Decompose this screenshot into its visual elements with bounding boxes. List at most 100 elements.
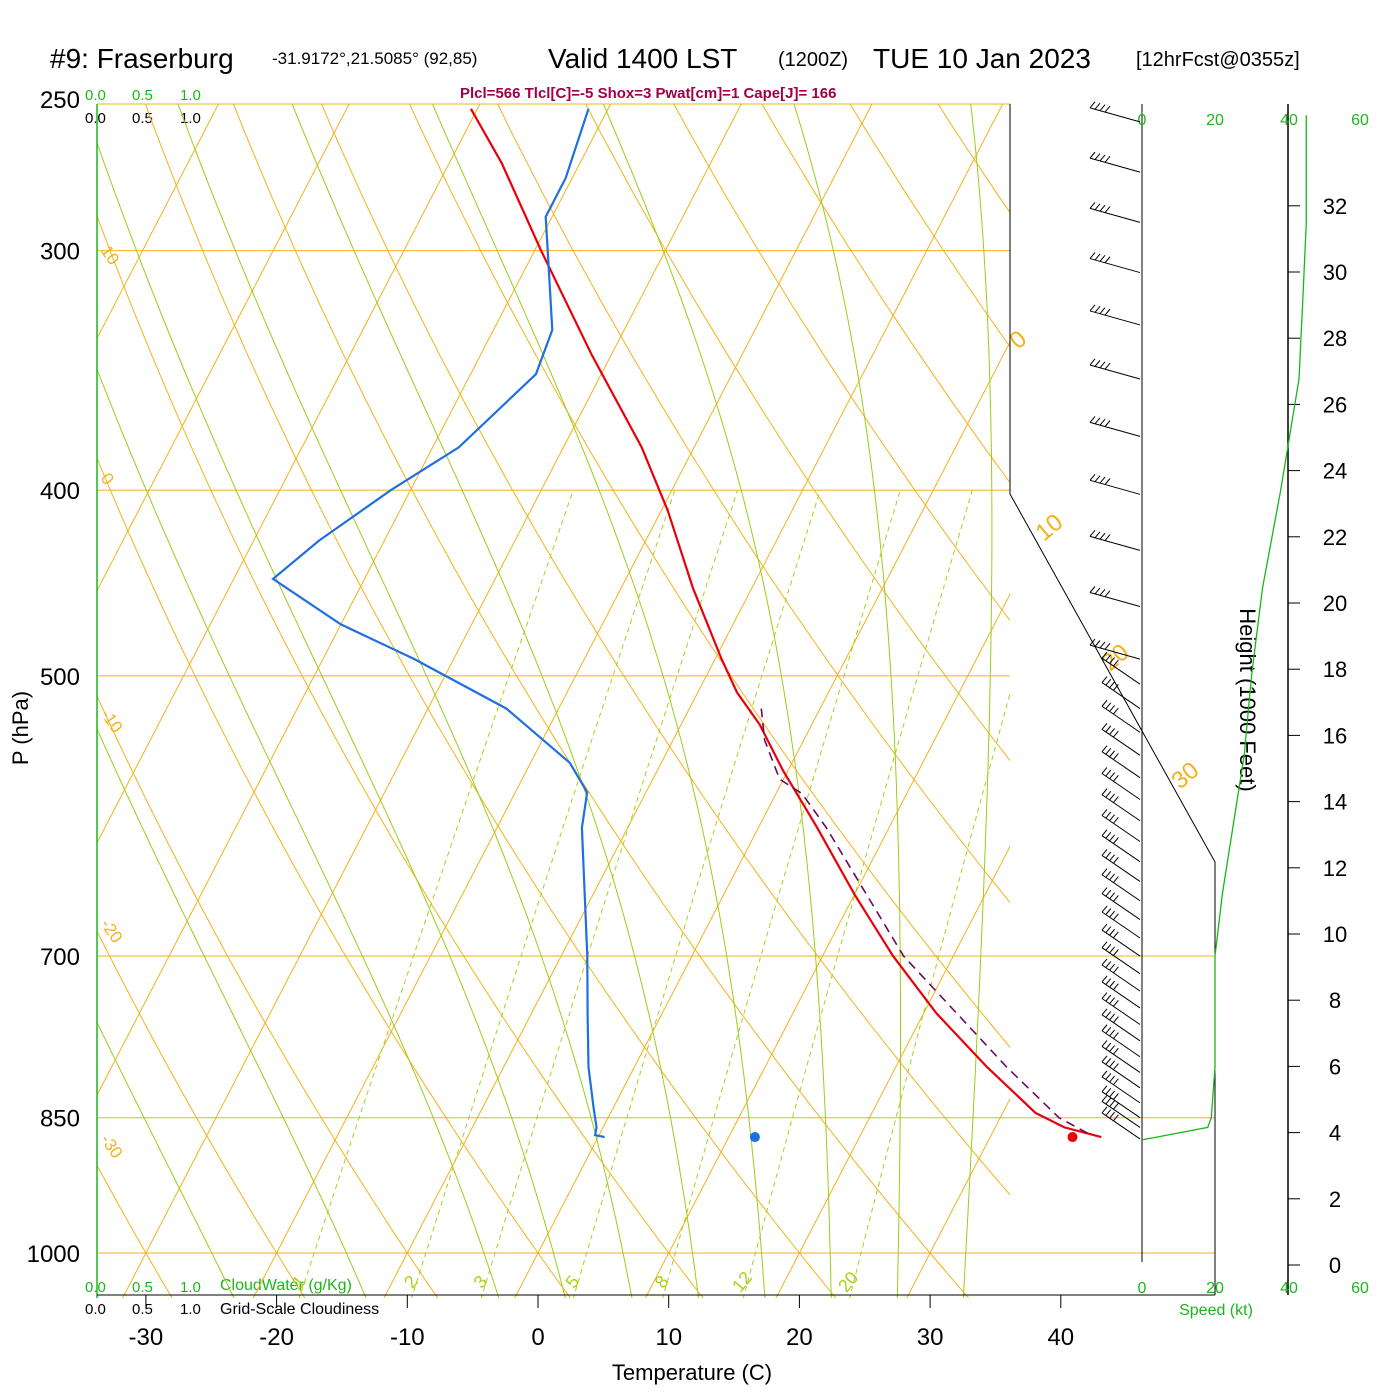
dry-adiabat-60	[497, 104, 1010, 904]
wind-barb-staff	[1101, 773, 1141, 800]
wind-barb-feather	[1113, 895, 1119, 902]
surface-dewpoint-point	[749, 1132, 760, 1143]
cloudwater-label: CloudWater (g/Kg)	[220, 1277, 352, 1294]
wind-barb-feather	[1109, 997, 1115, 1005]
height-label-24: 24	[1323, 459, 1347, 484]
wind-barb-feather	[1105, 791, 1112, 798]
height-label-18: 18	[1323, 657, 1347, 682]
wind-barb-feather	[1105, 994, 1112, 1002]
wind-barb-19	[1101, 788, 1141, 822]
wind-barb-feather	[1089, 416, 1096, 423]
wind-barb-4	[1101, 1055, 1141, 1089]
wind-barb-feather	[1109, 834, 1115, 842]
wind-barb-feather	[1105, 831, 1112, 839]
wind-barb-24	[1101, 676, 1141, 709]
wind-barb-staff	[1101, 794, 1141, 822]
wind-barb-feather	[1109, 963, 1115, 971]
wind-barb-staff	[1089, 310, 1141, 326]
mixing-ratio-label-5: 5	[562, 1272, 584, 1293]
wind-barb-feather	[1094, 253, 1101, 261]
forecast-info: [12hrFcst@0355z]	[1136, 49, 1300, 71]
wind-barb-feather	[1105, 851, 1112, 859]
wind-barb-feather	[1101, 745, 1108, 752]
wind-barb-feather	[1109, 1090, 1115, 1098]
wind-barb-staff	[1089, 479, 1141, 495]
wind-barb-feather	[1089, 473, 1096, 481]
wind-barb-feather	[1105, 961, 1112, 968]
parcel-line	[760, 708, 1088, 1134]
wind-barb-23	[1101, 699, 1141, 733]
wind-barb-21	[1101, 745, 1141, 779]
isotherm-label-left-3: -20	[97, 915, 127, 946]
wind-barb-feather	[1113, 999, 1119, 1007]
wind-barb-feather	[1109, 772, 1115, 780]
wind-barb-staff	[1101, 874, 1141, 902]
isotherm--50	[97, 104, 481, 844]
isotherm--30	[122, 104, 742, 1298]
wind-barb-feather	[1105, 926, 1112, 933]
wind-barb-feather	[1089, 638, 1096, 646]
zulu-time: (1200Z)	[778, 49, 848, 71]
wind-barb-feather	[1109, 1111, 1115, 1119]
wind-barb-feather	[1101, 1040, 1108, 1047]
wind-barb-feather	[1113, 730, 1119, 738]
wind-barb-feather	[1109, 1013, 1115, 1021]
wind-barb-feather	[1101, 1055, 1108, 1063]
wind-barb-feather	[1113, 876, 1119, 883]
temp-label-10: 10	[655, 1324, 682, 1351]
moist-adiabat-30	[793, 104, 901, 1298]
cloudiness-tick-2-bottom: 1.0	[180, 1301, 201, 1318]
wind-barb-feather	[1099, 104, 1106, 111]
cloudwater-tick-2-bottom: 1.0	[180, 1279, 201, 1296]
speed-tick-60-bottom: 60	[1351, 1280, 1369, 1297]
wind-barb-feather	[1099, 255, 1106, 262]
temp-label--20: -20	[259, 1324, 294, 1351]
wind-barb-staff	[1089, 107, 1141, 123]
wind-barb-staff	[1101, 682, 1141, 709]
wind-barb-feather	[1089, 252, 1096, 259]
dry-adiabat-140	[1174, 65, 1400, 1317]
speed-tick-40-bottom: 40	[1280, 1280, 1298, 1297]
mixing-ratio-label-8: 8	[651, 1272, 673, 1293]
wind-barb-feather	[1104, 590, 1111, 598]
wind-speed-line	[1141, 115, 1307, 1141]
wind-barb-feather	[1101, 905, 1108, 913]
wind-speed-profile	[1141, 115, 1307, 1141]
dry-adiabat-80	[673, 104, 1010, 622]
speed-tick-40-top: 40	[1280, 112, 1298, 129]
wind-barb-feather	[1104, 105, 1111, 113]
moist-adiabat--20	[97, 1021, 235, 1298]
wind-barb-feather	[1101, 1095, 1108, 1102]
wind-barb-staff	[1089, 207, 1141, 223]
wind-barb-feather	[1105, 1058, 1112, 1065]
pressure-tick-labels: 250 300 400 500 700 850 1000	[27, 87, 80, 1268]
wind-barb-10	[1101, 958, 1141, 992]
wind-barb-feather	[1104, 534, 1111, 541]
wind-barb-feather	[1113, 1102, 1119, 1110]
wind-barb-staff	[1089, 421, 1141, 437]
wind-barb-feather	[1101, 849, 1108, 856]
wind-barb-feather	[1101, 1085, 1108, 1093]
wind-barb-feather	[1113, 816, 1119, 824]
wind-barb-feather	[1089, 586, 1096, 593]
wind-barb-7	[1101, 1008, 1141, 1042]
mixing-ratio-20	[849, 691, 1010, 1298]
wind-barb-feather	[1113, 707, 1119, 715]
wind-barb-feather	[1099, 588, 1106, 596]
wind-barb-feather	[1113, 949, 1119, 956]
pressure-label-500: 500	[40, 664, 80, 691]
right-boundary	[1009, 104, 1216, 1295]
wind-barb-feather	[1113, 983, 1119, 991]
dry-adiabat--10	[97, 694, 439, 1298]
wind-barb-feather	[1104, 478, 1111, 485]
wind-barb-feather	[1101, 1024, 1108, 1032]
wind-barb-staff	[1089, 535, 1141, 551]
wind-barb-staff	[1101, 835, 1141, 863]
mixing-ratio-3	[480, 489, 739, 1298]
wind-barb-feather	[1101, 992, 1108, 999]
wind-barb-feather	[1101, 868, 1108, 876]
wind-barb-33	[1089, 252, 1141, 274]
isotherm-label-left-1: 0	[97, 470, 118, 489]
